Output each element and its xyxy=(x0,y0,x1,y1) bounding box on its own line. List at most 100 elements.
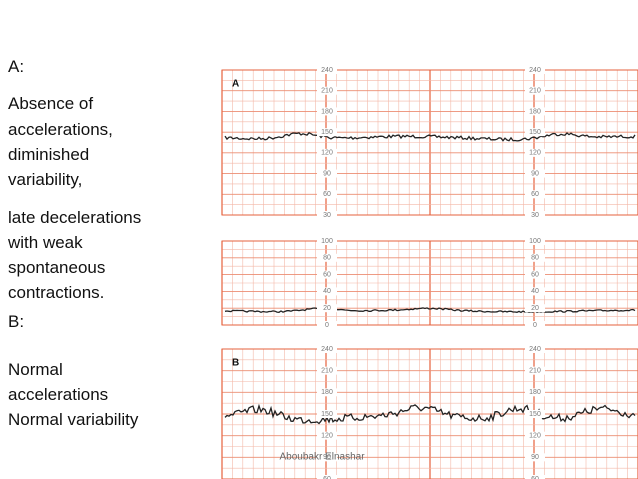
text-line: accelerations xyxy=(8,385,109,404)
trace xyxy=(224,132,636,142)
scale-label: 60 xyxy=(531,191,539,198)
scale-bg xyxy=(317,345,337,353)
scale-bg xyxy=(525,253,545,262)
scale-label: 100 xyxy=(529,238,541,245)
text-line: accelerations, xyxy=(8,120,113,139)
scale-label: 20 xyxy=(531,305,539,312)
scale-bg xyxy=(317,270,337,279)
scale-label: 240 xyxy=(321,346,333,353)
scale-label: 150 xyxy=(529,129,541,136)
scale-label: 120 xyxy=(321,150,333,157)
scale-bg xyxy=(317,169,337,178)
scale-label: 60 xyxy=(531,271,539,278)
scale-bg xyxy=(525,237,545,245)
scale-bg xyxy=(525,287,545,296)
scale-bg xyxy=(317,410,337,418)
scale-bg xyxy=(317,66,337,74)
scale-label: 30 xyxy=(531,212,539,219)
scale-bg xyxy=(525,107,545,116)
scale-label: 180 xyxy=(321,389,333,396)
scale-bg xyxy=(317,431,337,440)
scale-bg xyxy=(317,211,337,219)
scale-bg xyxy=(317,388,337,397)
scale-label: 80 xyxy=(531,255,539,262)
scale-label: 240 xyxy=(321,67,333,74)
scale-bg xyxy=(317,237,337,245)
scale-bg xyxy=(317,287,337,296)
scale-label: 20 xyxy=(323,305,331,312)
scale-label: 90 xyxy=(531,170,539,177)
scale-label: 90 xyxy=(531,454,539,461)
scale-bg xyxy=(525,190,545,199)
strip-label: B xyxy=(232,358,239,369)
scale-bg xyxy=(317,128,337,137)
strip-border xyxy=(221,69,638,216)
scale-label: 210 xyxy=(321,88,333,95)
scale-bg xyxy=(317,148,337,157)
scale-label: 60 xyxy=(531,476,539,479)
scale-label: 90 xyxy=(323,454,331,461)
scale-label: 180 xyxy=(321,108,333,115)
text-line: late decelerations xyxy=(8,208,142,227)
scale-label: 0 xyxy=(533,322,537,329)
scale-label: 80 xyxy=(323,255,331,262)
text-line: spontaneous xyxy=(8,258,106,277)
scale-label: 100 xyxy=(321,238,333,245)
scale-label: 240 xyxy=(529,67,541,74)
scale-bg xyxy=(525,66,545,74)
scale-label: 210 xyxy=(321,368,333,375)
scale-bg xyxy=(525,128,545,137)
scale-label: 150 xyxy=(321,411,333,418)
text-line: variability, xyxy=(8,170,83,189)
scale-bg xyxy=(525,86,545,95)
scale-bg xyxy=(525,410,545,418)
scale-label: 180 xyxy=(529,389,541,396)
scale-label: 210 xyxy=(529,88,541,95)
text-line: contractions. xyxy=(8,283,105,302)
scale-bg xyxy=(525,148,545,157)
scale-label: 120 xyxy=(529,150,541,157)
text-line: diminished xyxy=(8,145,90,164)
scale-bg xyxy=(317,86,337,95)
scale-label: 150 xyxy=(321,129,333,136)
text-line: B: xyxy=(8,312,25,331)
text-line: A: xyxy=(8,57,25,76)
scale-bg xyxy=(525,321,545,329)
trace xyxy=(224,307,636,314)
text-line: Normal xyxy=(8,360,63,379)
scale-label: 30 xyxy=(323,212,331,219)
scale-bg xyxy=(525,366,545,375)
strip-label: A xyxy=(232,79,239,90)
scale-label: 90 xyxy=(323,170,331,177)
scale-bg xyxy=(525,304,545,313)
scale-label: 60 xyxy=(323,476,331,479)
trace xyxy=(224,403,636,425)
scale-bg xyxy=(317,190,337,199)
scale-bg xyxy=(317,475,337,479)
scale-label: 60 xyxy=(323,191,331,198)
scale-bg xyxy=(525,270,545,279)
scale-label: 0 xyxy=(325,322,329,329)
scale-bg xyxy=(525,169,545,178)
scale-label: 150 xyxy=(529,411,541,418)
scale-label: 40 xyxy=(323,288,331,295)
watermark: Aboubakr Elnashar xyxy=(279,452,365,463)
scale-bg xyxy=(317,304,337,313)
text-line: Absence of xyxy=(8,94,94,113)
scale-label: 40 xyxy=(531,288,539,295)
scale-bg xyxy=(525,453,545,462)
scale-bg xyxy=(525,431,545,440)
scale-label: 60 xyxy=(323,271,331,278)
strip-border xyxy=(221,240,638,326)
text-line: with weak xyxy=(8,233,83,252)
scale-bg xyxy=(525,345,545,353)
scale-bg xyxy=(525,475,545,479)
scale-bg xyxy=(317,453,337,462)
scale-bg xyxy=(317,366,337,375)
scale-label: 120 xyxy=(321,433,333,440)
scale-label: 180 xyxy=(529,108,541,115)
strip-border xyxy=(221,348,638,479)
scale-bg xyxy=(525,388,545,397)
scale-label: 240 xyxy=(529,346,541,353)
